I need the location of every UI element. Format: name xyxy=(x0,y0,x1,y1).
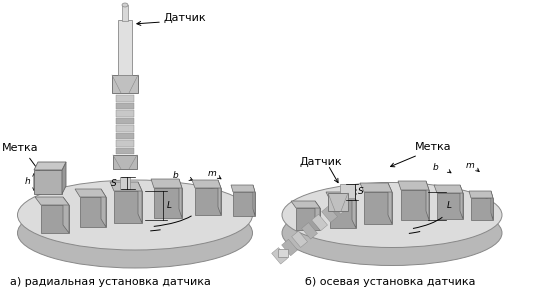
FancyBboxPatch shape xyxy=(118,20,132,75)
FancyBboxPatch shape xyxy=(116,118,134,124)
Text: Датчик: Датчик xyxy=(300,157,343,167)
Text: S: S xyxy=(358,187,364,196)
Polygon shape xyxy=(352,192,356,228)
Polygon shape xyxy=(195,188,221,215)
Polygon shape xyxy=(426,181,429,220)
Polygon shape xyxy=(398,181,429,190)
Ellipse shape xyxy=(282,182,502,248)
Text: h: h xyxy=(24,178,30,187)
Ellipse shape xyxy=(122,3,128,7)
FancyBboxPatch shape xyxy=(278,249,288,257)
Polygon shape xyxy=(332,198,348,214)
Polygon shape xyxy=(110,182,142,191)
Polygon shape xyxy=(34,170,62,194)
Polygon shape xyxy=(35,197,69,205)
Polygon shape xyxy=(101,189,106,227)
FancyBboxPatch shape xyxy=(116,102,134,109)
Text: Датчик: Датчик xyxy=(163,13,206,23)
Polygon shape xyxy=(315,201,320,230)
Ellipse shape xyxy=(18,180,253,250)
FancyBboxPatch shape xyxy=(116,110,134,117)
Polygon shape xyxy=(75,189,106,197)
Polygon shape xyxy=(154,188,182,218)
Text: m: m xyxy=(208,169,216,178)
Polygon shape xyxy=(401,190,429,220)
Polygon shape xyxy=(80,197,106,227)
Text: б) осевая установка датчика: б) осевая установка датчика xyxy=(305,277,475,287)
Polygon shape xyxy=(388,183,392,224)
FancyBboxPatch shape xyxy=(116,140,134,147)
Polygon shape xyxy=(312,214,327,231)
FancyBboxPatch shape xyxy=(122,5,128,21)
Polygon shape xyxy=(233,192,255,216)
Polygon shape xyxy=(34,162,66,170)
Polygon shape xyxy=(114,191,142,223)
FancyBboxPatch shape xyxy=(116,125,134,132)
Polygon shape xyxy=(151,179,182,188)
Text: а) радиальная установка датчика: а) радиальная установка датчика xyxy=(10,277,210,287)
Polygon shape xyxy=(218,180,221,215)
Polygon shape xyxy=(364,192,392,224)
FancyBboxPatch shape xyxy=(340,184,355,198)
Polygon shape xyxy=(281,239,297,256)
FancyBboxPatch shape xyxy=(113,155,137,169)
Polygon shape xyxy=(302,223,318,239)
Polygon shape xyxy=(460,185,463,219)
Polygon shape xyxy=(292,231,308,247)
Polygon shape xyxy=(296,208,320,230)
Polygon shape xyxy=(192,180,221,188)
Polygon shape xyxy=(437,193,463,219)
FancyBboxPatch shape xyxy=(120,177,130,189)
Polygon shape xyxy=(291,201,320,208)
Text: m: m xyxy=(466,161,474,169)
Text: L: L xyxy=(167,201,172,210)
Polygon shape xyxy=(179,179,182,218)
Text: b: b xyxy=(173,171,179,180)
FancyBboxPatch shape xyxy=(328,193,348,211)
Polygon shape xyxy=(360,183,392,192)
Text: b: b xyxy=(433,162,439,171)
Polygon shape xyxy=(321,206,337,222)
Text: Метка: Метка xyxy=(2,143,38,153)
Polygon shape xyxy=(469,191,493,198)
Polygon shape xyxy=(63,197,69,233)
Polygon shape xyxy=(138,182,142,223)
FancyBboxPatch shape xyxy=(112,75,138,93)
Polygon shape xyxy=(253,185,255,216)
Ellipse shape xyxy=(18,198,253,268)
Polygon shape xyxy=(471,198,493,220)
Polygon shape xyxy=(41,205,69,233)
Polygon shape xyxy=(434,185,463,193)
Polygon shape xyxy=(491,191,493,220)
Text: S: S xyxy=(111,178,117,187)
Polygon shape xyxy=(330,200,356,228)
Polygon shape xyxy=(62,162,66,194)
Ellipse shape xyxy=(282,200,502,265)
FancyBboxPatch shape xyxy=(116,148,134,155)
FancyBboxPatch shape xyxy=(116,132,134,139)
Polygon shape xyxy=(272,248,287,264)
Text: Метка: Метка xyxy=(415,142,452,152)
Text: L: L xyxy=(447,201,452,210)
FancyBboxPatch shape xyxy=(116,95,134,102)
Polygon shape xyxy=(231,185,255,192)
Polygon shape xyxy=(326,192,356,200)
